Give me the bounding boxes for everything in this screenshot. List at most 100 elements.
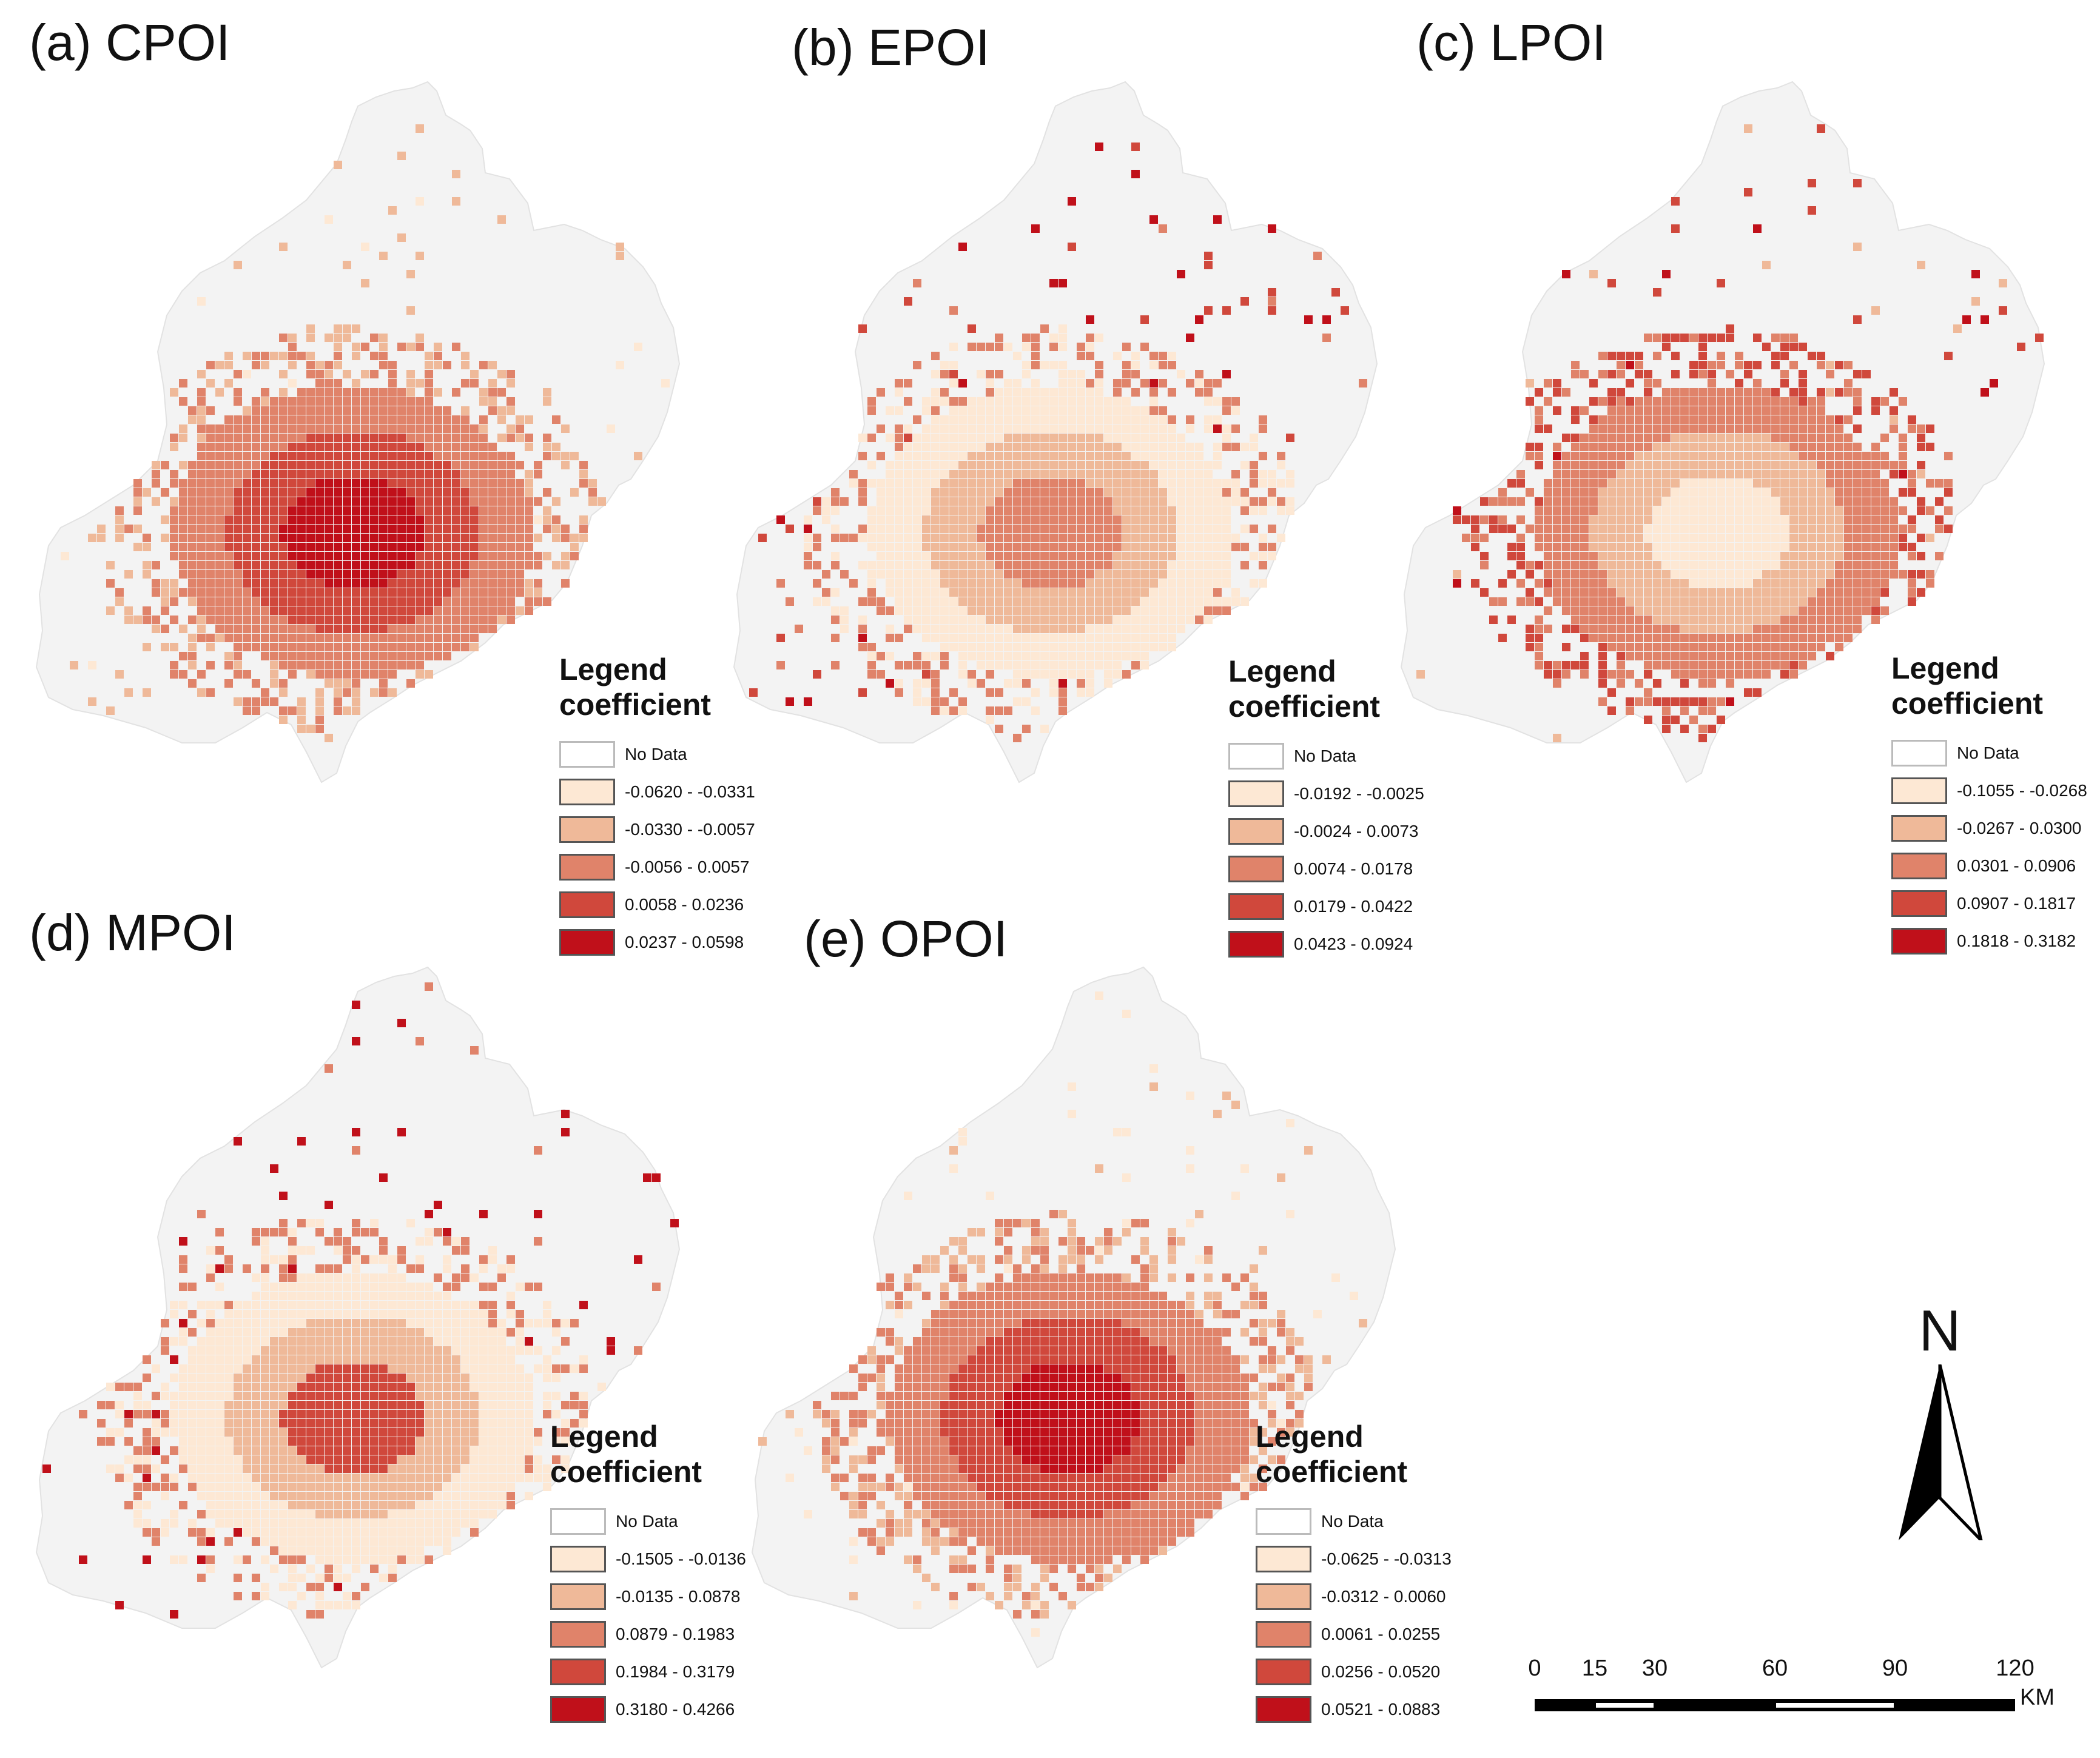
grid-cell-class2	[1022, 616, 1031, 624]
grid-cell-class1	[1131, 424, 1140, 433]
grid-cell-class3	[224, 470, 233, 478]
grid-cell-class2	[1653, 588, 1661, 597]
grid-cell-class1	[1022, 661, 1031, 669]
grid-cell-class3	[1498, 597, 1507, 606]
grid-cell-class3	[877, 652, 885, 660]
grid-cell-class2	[343, 706, 351, 715]
grid-cell-class1	[1708, 552, 1716, 560]
grid-cell-class3	[1817, 588, 1825, 597]
grid-cell-class1	[579, 1355, 588, 1364]
grid-cell-class2	[1799, 561, 1807, 569]
grid-cell-class1	[977, 625, 985, 633]
grid-cell-class2	[188, 634, 197, 642]
grid-cell-class3	[215, 497, 224, 506]
grid-cell-class3	[1562, 488, 1570, 497]
grid-cell-class5	[643, 1173, 651, 1182]
grid-cell-class1	[479, 1310, 488, 1318]
grid-cell-class4	[434, 461, 442, 469]
grid-cell-class3	[1708, 388, 1716, 397]
grid-cell-class2	[1762, 470, 1771, 478]
grid-cell-class2	[1617, 470, 1625, 478]
grid-cell-class3	[252, 634, 260, 642]
grid-cell-class1	[1113, 652, 1122, 660]
grid-cell-class3	[1031, 343, 1040, 351]
grid-cell-class3	[224, 488, 233, 497]
grid-cell-class2	[352, 1328, 360, 1337]
grid-cell-class1	[1671, 497, 1680, 506]
grid-cell-class1	[986, 716, 994, 724]
grid-cell-class3	[306, 361, 315, 369]
grid-cell-class3	[252, 461, 260, 469]
grid-cell-class3	[143, 616, 151, 624]
grid-cell-class1	[1708, 515, 1716, 524]
grid-cell-class4	[279, 461, 288, 469]
grid-cell-class3	[416, 424, 424, 433]
grid-cell-class1	[243, 1310, 251, 1318]
grid-cell-class1	[1159, 443, 1167, 451]
grid-cell-class3	[488, 461, 497, 469]
grid-cell-class3	[1268, 488, 1276, 497]
grid-cell-class4	[1341, 306, 1349, 315]
grid-cell-class3	[343, 424, 351, 433]
grid-cell-class3	[1571, 616, 1580, 624]
grid-cell-class1	[958, 616, 967, 624]
grid-cell-class1	[922, 606, 931, 615]
grid-cell-class2	[949, 543, 958, 551]
grid-cell-class4	[243, 497, 251, 506]
grid-cell-class5	[379, 525, 388, 533]
grid-cell-class1	[1177, 497, 1185, 506]
grid-cell-class1	[497, 1401, 506, 1409]
grid-cell-class3	[1808, 606, 1816, 615]
grid-cell-class3	[1626, 415, 1634, 424]
grid-cell-class2	[224, 352, 233, 360]
legend-label: -0.0056 - 0.0057	[625, 857, 750, 876]
grid-cell-class2	[133, 497, 142, 506]
grid-cell-class3	[179, 561, 187, 569]
grid-cell-class2	[1971, 297, 1980, 306]
grid-cell-class3	[224, 461, 233, 469]
grid-cell-class3	[1222, 606, 1231, 615]
grid-cell-class3	[1708, 670, 1716, 679]
grid-cell-class3	[1853, 534, 1862, 542]
grid-cell-class3	[1022, 552, 1031, 560]
grid-cell-class3	[1826, 597, 1834, 606]
grid-cell-class1	[252, 1346, 260, 1355]
grid-cell-class4	[1917, 552, 1925, 560]
grid-cell-class3	[1780, 652, 1789, 660]
grid-cell-class4	[252, 543, 260, 551]
grid-cell-class3	[215, 1246, 224, 1255]
grid-cell-class2	[1040, 597, 1049, 606]
grid-cell-class1	[1195, 515, 1203, 524]
grid-cell-class4	[352, 588, 360, 597]
grid-cell-class2	[986, 452, 994, 460]
grid-cell-class3	[1744, 388, 1752, 397]
grid-cell-class1	[949, 424, 958, 433]
grid-cell-class5	[361, 497, 369, 506]
grid-cell-class3	[1598, 697, 1607, 706]
grid-cell-class1	[1086, 625, 1094, 633]
grid-cell-class3	[1095, 525, 1103, 533]
grid-cell-class1	[1735, 506, 1743, 515]
grid-cell-class3	[252, 434, 260, 442]
grid-cell-class3	[506, 552, 515, 560]
grid-cell-class1	[1168, 479, 1176, 488]
grid-cell-class1	[479, 1319, 488, 1327]
grid-cell-class4	[270, 579, 278, 588]
grid-cell-class3	[1580, 525, 1589, 533]
grid-cell-class4	[370, 452, 379, 460]
grid-cell-class3	[1826, 424, 1834, 433]
grid-cell-class3	[1022, 479, 1031, 488]
grid-cell-class2	[1104, 479, 1112, 488]
grid-cell-class2	[931, 561, 940, 569]
grid-cell-class1	[416, 197, 424, 206]
grid-cell-class5	[425, 1210, 433, 1218]
grid-cell-class2	[1708, 625, 1716, 633]
grid-cell-class2	[343, 324, 351, 333]
grid-cell-class4	[334, 625, 342, 633]
grid-cell-class1	[986, 434, 994, 442]
grid-cell-class4	[1535, 497, 1543, 506]
grid-cell-class2	[234, 1383, 242, 1391]
grid-cell-class3	[479, 588, 488, 597]
grid-cell-class2	[1926, 534, 1934, 542]
grid-cell-class2	[543, 397, 551, 406]
